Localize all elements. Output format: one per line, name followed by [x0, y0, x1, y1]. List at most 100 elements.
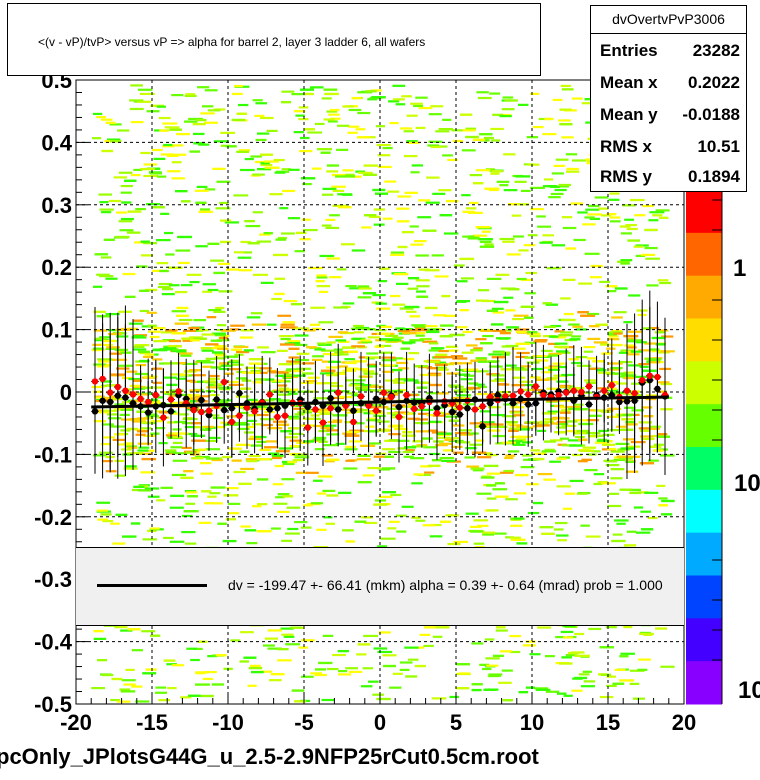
- heatmap-cell: [556, 534, 569, 537]
- heatmap-cell: [527, 234, 538, 237]
- heatmap-cell: [607, 338, 620, 341]
- heatmap-cell: [351, 249, 366, 252]
- heatmap-cell: [469, 422, 485, 425]
- black-point: [456, 411, 463, 418]
- heatmap-cell: [121, 401, 133, 404]
- heatmap-cell: [414, 331, 426, 335]
- heatmap-cell: [401, 230, 414, 234]
- heatmap-cell: [326, 366, 341, 369]
- heatmap-cell: [237, 256, 252, 259]
- heatmap-cell: [189, 336, 204, 339]
- heatmap-cell: [458, 373, 470, 376]
- heatmap-cell: [403, 357, 415, 361]
- heatmap-cell: [535, 688, 551, 691]
- heatmap-cell: [522, 441, 533, 444]
- heatmap-cell: [129, 107, 144, 111]
- palette-swatch: [686, 532, 722, 576]
- heatmap-cell: [649, 211, 665, 214]
- heatmap-cell: [96, 501, 111, 504]
- heatmap-cell: [306, 346, 317, 349]
- heatmap-cell: [244, 220, 255, 223]
- heatmap-cell: [525, 686, 536, 689]
- red-point: [403, 391, 410, 399]
- data-points: [91, 372, 669, 431]
- heatmap-cell: [508, 427, 520, 430]
- heatmap-cell: [623, 371, 635, 374]
- heatmap-cell: [507, 288, 520, 291]
- heatmap-cell: [120, 191, 132, 194]
- heatmap-cell: [240, 329, 254, 332]
- heatmap-cell: [310, 86, 324, 89]
- heatmap-cell: [475, 299, 489, 302]
- heatmap-cell: [272, 420, 287, 423]
- heatmap-cell: [392, 98, 405, 101]
- heatmap-cell: [378, 631, 391, 634]
- heatmap-cell: [627, 346, 637, 349]
- heatmap-cell: [241, 379, 252, 382]
- heatmap-cell: [618, 375, 632, 378]
- heatmap-cell: [404, 305, 420, 309]
- heatmap-cell: [549, 460, 561, 463]
- heatmap-cell: [380, 537, 396, 540]
- heatmap-cell: [288, 427, 300, 430]
- heatmap-cell: [365, 90, 377, 93]
- heatmap-cell: [451, 445, 463, 449]
- heatmap-cell: [640, 253, 656, 256]
- heatmap-cell: [569, 338, 581, 341]
- heatmap-cell: [607, 407, 622, 410]
- heatmap-cell: [182, 339, 193, 342]
- heatmap-cell: [218, 262, 231, 265]
- black-point: [304, 403, 311, 411]
- heatmap-cell: [434, 361, 447, 364]
- heatmap-cell: [566, 430, 577, 433]
- heatmap-cell: [559, 385, 570, 388]
- heatmap-cell: [640, 510, 651, 513]
- heatmap-cell: [257, 478, 269, 481]
- heatmap-cell: [201, 333, 215, 336]
- heatmap-cell: [358, 388, 372, 392]
- heatmap-cell: [395, 282, 409, 286]
- heatmap-cell: [635, 341, 647, 344]
- red-point: [365, 402, 372, 409]
- black-point: [91, 408, 99, 415]
- heatmap-cell: [337, 649, 349, 653]
- heatmap-cell: [321, 193, 334, 196]
- heatmap-cell: [214, 352, 226, 355]
- red-point: [570, 387, 577, 394]
- heatmap-cell: [215, 354, 226, 357]
- heatmap-cell: [353, 379, 366, 382]
- heatmap-cell: [264, 637, 278, 640]
- heatmap-cell: [348, 350, 358, 353]
- heatmap-cell: [492, 350, 505, 353]
- heatmap-cell: [411, 324, 427, 327]
- heatmap-cell: [445, 437, 460, 440]
- heatmap-cell: [414, 325, 426, 328]
- heatmap-cell: [408, 352, 420, 355]
- heatmap-cell: [403, 455, 414, 458]
- black-point: [494, 391, 501, 399]
- heatmap-cell: [151, 326, 166, 330]
- heatmap-cell: [523, 244, 536, 247]
- heatmap-cell: [345, 361, 357, 365]
- heatmap-cell: [213, 271, 226, 275]
- red-point: [312, 406, 319, 413]
- heatmap-cell: [285, 643, 300, 646]
- heatmap-cell: [534, 687, 549, 690]
- heatmap-cell: [298, 646, 309, 649]
- heatmap-cell: [629, 669, 645, 672]
- heatmap-cell: [189, 339, 201, 342]
- heatmap-cell: [202, 425, 214, 428]
- heatmap-cell: [121, 679, 136, 682]
- heatmap-cell: [256, 440, 267, 444]
- heatmap-cell: [299, 136, 310, 140]
- heatmap-cell: [309, 323, 320, 326]
- heatmap-cell: [396, 207, 410, 210]
- heatmap-cell: [94, 396, 105, 399]
- heatmap-cell: [215, 425, 226, 429]
- heatmap-cell: [146, 110, 160, 113]
- heatmap-cell: [373, 208, 385, 211]
- heatmap-cell: [195, 683, 210, 686]
- heatmap-cell: [616, 522, 626, 525]
- palette-swatch: [686, 575, 722, 619]
- heatmap-cell: [491, 329, 507, 332]
